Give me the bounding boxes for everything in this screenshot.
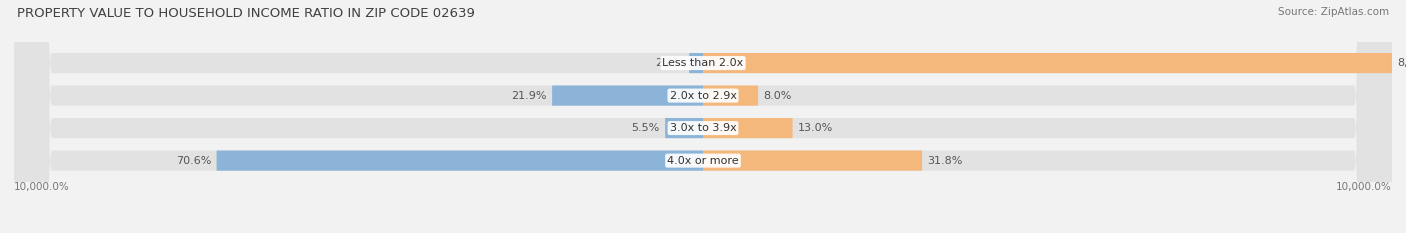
Text: 3.0x to 3.9x: 3.0x to 3.9x xyxy=(669,123,737,133)
Text: 10,000.0%: 10,000.0% xyxy=(1336,182,1392,192)
Text: 8.0%: 8.0% xyxy=(763,91,792,101)
FancyBboxPatch shape xyxy=(14,0,1392,233)
FancyBboxPatch shape xyxy=(689,53,703,73)
Text: 2.0x to 2.9x: 2.0x to 2.9x xyxy=(669,91,737,101)
FancyBboxPatch shape xyxy=(14,0,1392,233)
FancyBboxPatch shape xyxy=(703,118,793,138)
Text: 21.9%: 21.9% xyxy=(512,91,547,101)
Text: 31.8%: 31.8% xyxy=(928,156,963,166)
Text: Source: ZipAtlas.com: Source: ZipAtlas.com xyxy=(1278,7,1389,17)
FancyBboxPatch shape xyxy=(553,86,703,106)
Text: 2.0%: 2.0% xyxy=(655,58,683,68)
Text: 4.0x or more: 4.0x or more xyxy=(668,156,738,166)
Text: 5.5%: 5.5% xyxy=(631,123,659,133)
FancyBboxPatch shape xyxy=(703,86,758,106)
Text: Less than 2.0x: Less than 2.0x xyxy=(662,58,744,68)
FancyBboxPatch shape xyxy=(14,0,1392,233)
Text: 10,000.0%: 10,000.0% xyxy=(14,182,70,192)
FancyBboxPatch shape xyxy=(703,53,1392,73)
FancyBboxPatch shape xyxy=(217,151,703,171)
FancyBboxPatch shape xyxy=(14,0,1392,233)
FancyBboxPatch shape xyxy=(703,151,922,171)
Text: 70.6%: 70.6% xyxy=(176,156,211,166)
FancyBboxPatch shape xyxy=(665,118,703,138)
Text: PROPERTY VALUE TO HOUSEHOLD INCOME RATIO IN ZIP CODE 02639: PROPERTY VALUE TO HOUSEHOLD INCOME RATIO… xyxy=(17,7,475,20)
Text: 13.0%: 13.0% xyxy=(799,123,834,133)
Text: 8,605.5%: 8,605.5% xyxy=(1398,58,1406,68)
